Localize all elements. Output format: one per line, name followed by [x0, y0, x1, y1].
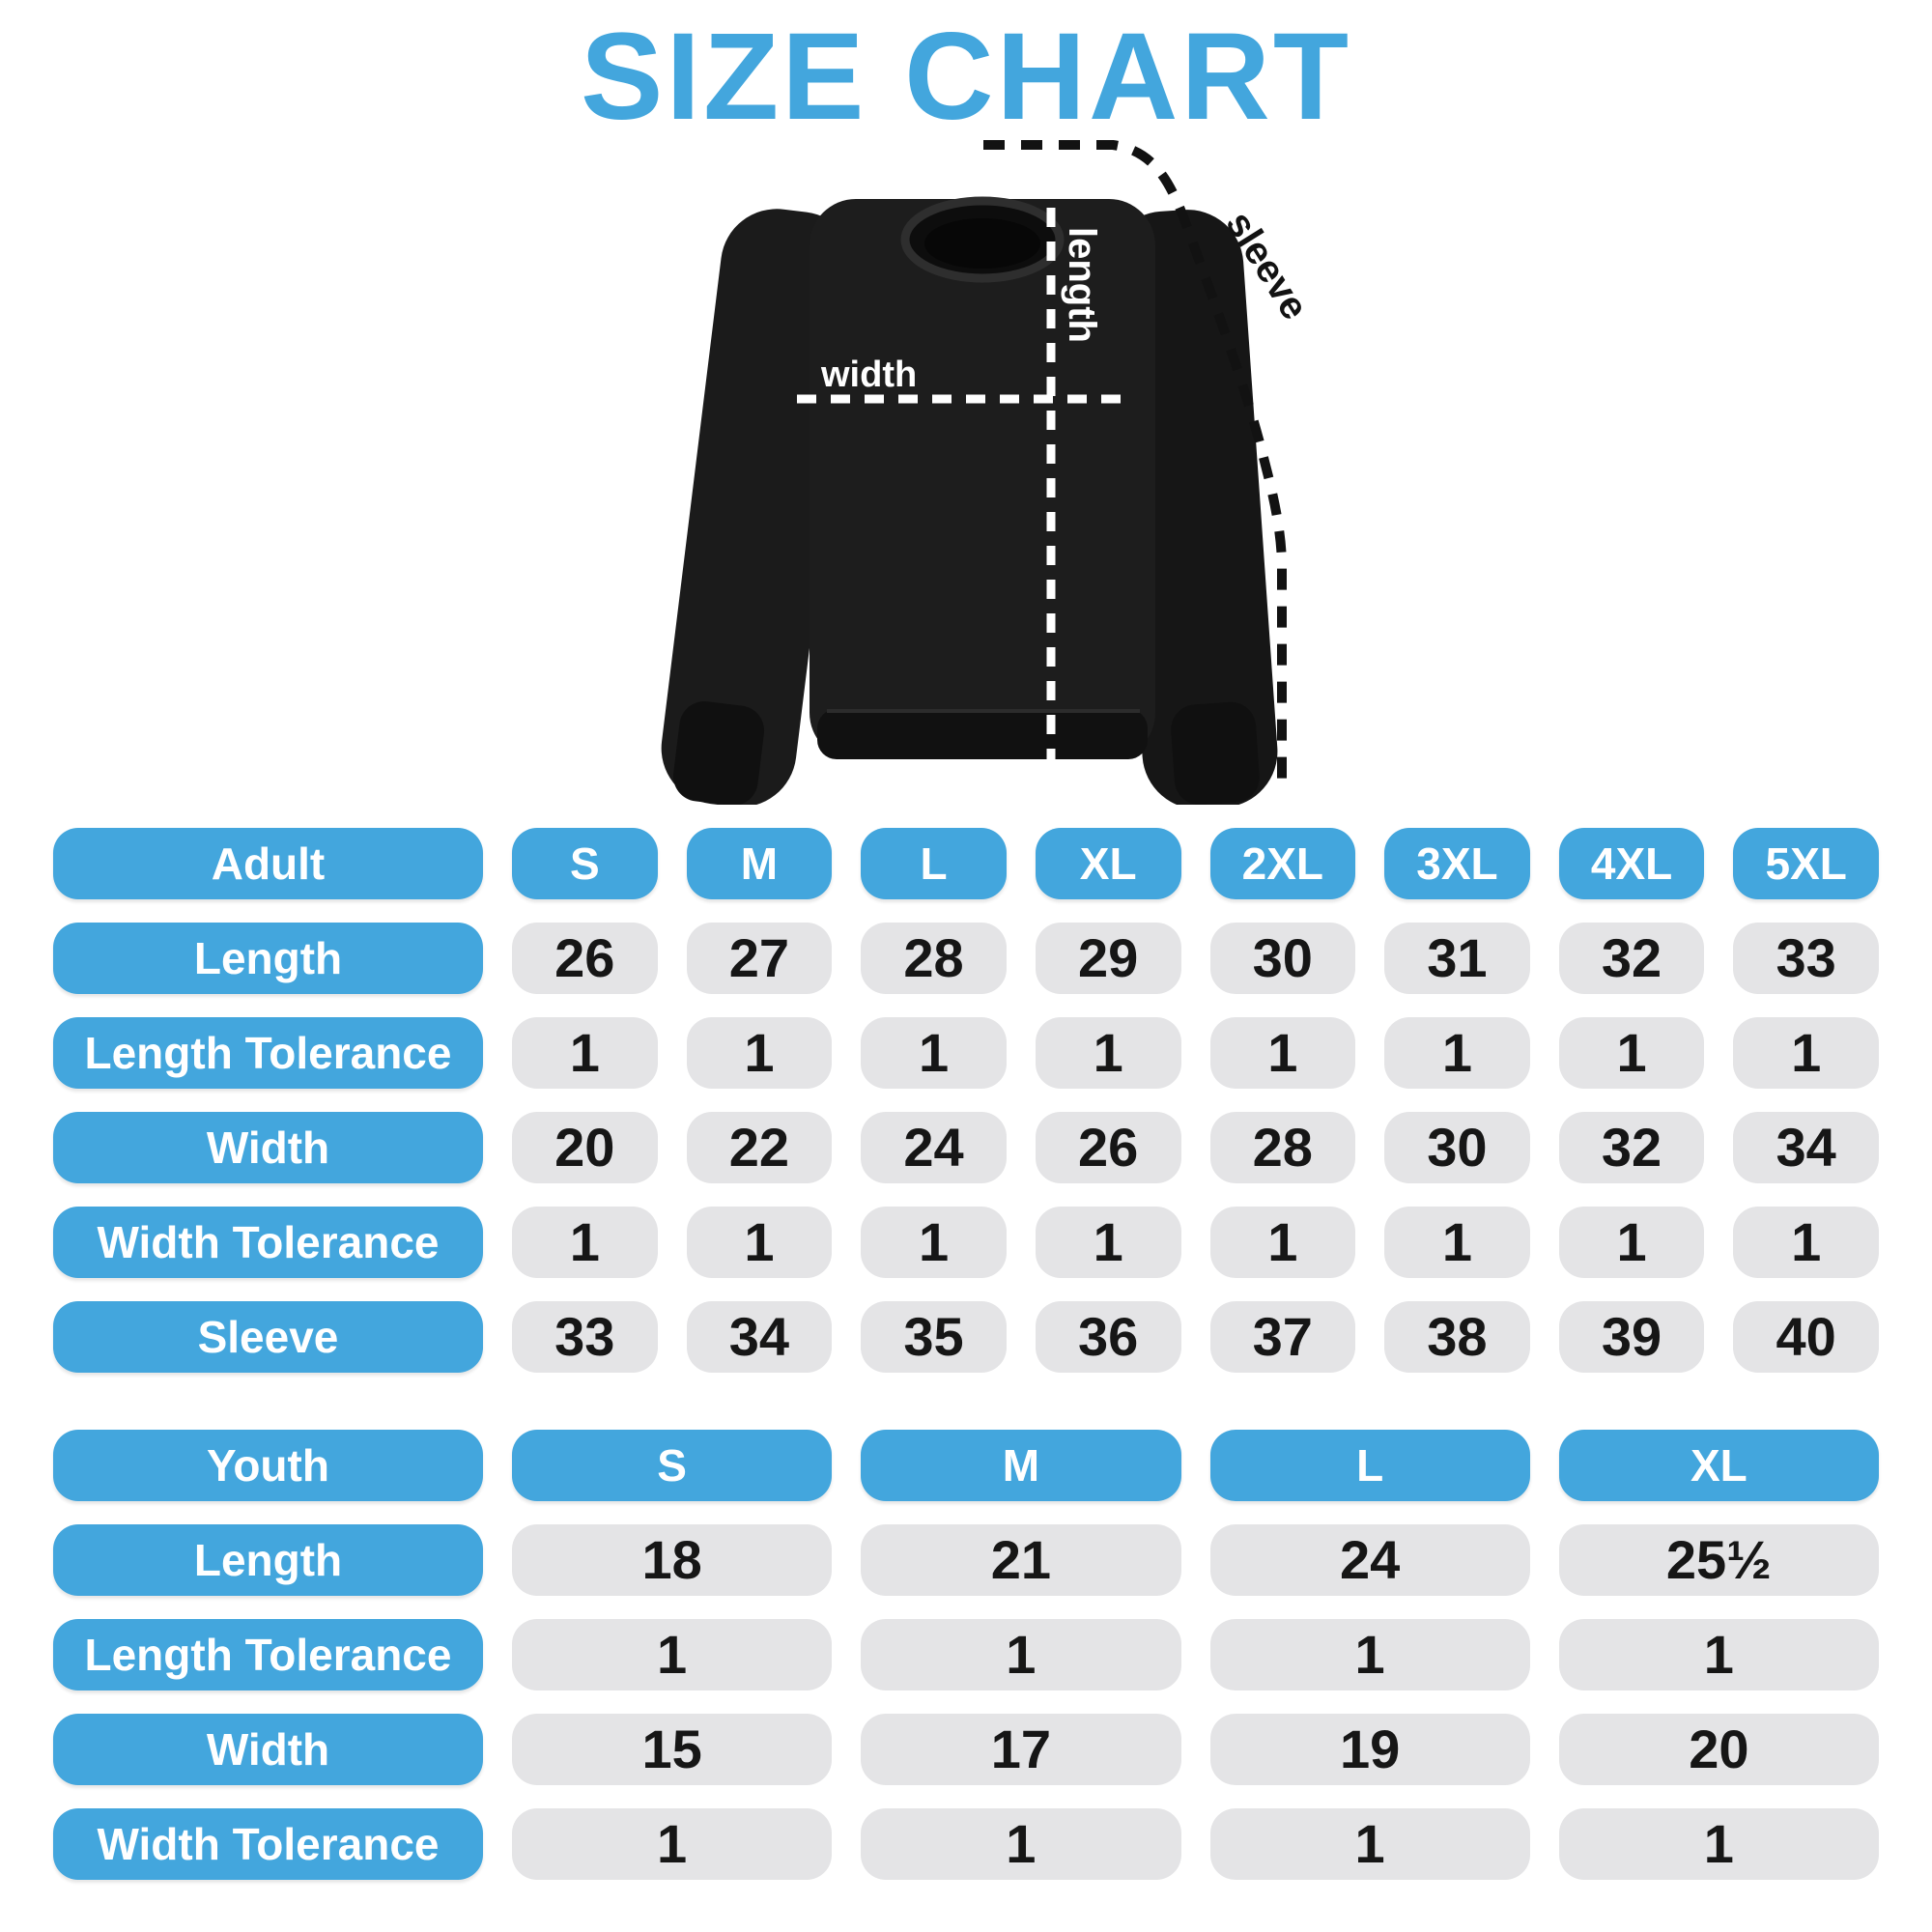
value-cell: 33: [512, 1301, 658, 1373]
value-cell: 1: [1209, 1017, 1356, 1089]
row-label-pill: Width Tolerance: [53, 1207, 483, 1278]
value-cell: 1: [861, 1619, 1181, 1690]
value-cell: 19: [1209, 1714, 1530, 1785]
value-cell: 1: [1558, 1207, 1705, 1278]
value-cell: 1: [861, 1808, 1181, 1880]
value-cell: 20: [1558, 1714, 1879, 1785]
value-cell: 34: [1733, 1112, 1879, 1183]
sweatshirt-diagram: width length sleeve: [661, 140, 1317, 810]
value-cell: 1: [1209, 1808, 1530, 1880]
row-label-pill: Length Tolerance: [53, 1619, 483, 1690]
row-label-pill: Width Tolerance: [53, 1808, 483, 1880]
value-cell: 32: [1558, 1112, 1705, 1183]
value-cell: 1: [861, 1017, 1007, 1089]
value-cell: 1: [512, 1619, 833, 1690]
row-label-pill: Sleeve: [53, 1301, 483, 1373]
size-header-pill: L: [861, 828, 1007, 899]
page-title: SIZE CHART: [581, 8, 1351, 146]
value-cell: 30: [1209, 923, 1356, 994]
value-cell: 38: [1384, 1301, 1530, 1373]
value-cell: 36: [1035, 1301, 1181, 1373]
length-label: length: [1061, 227, 1103, 343]
value-cell: 37: [1209, 1301, 1356, 1373]
value-cell: 26: [1035, 1112, 1181, 1183]
value-cell: 1: [512, 1808, 833, 1880]
size-header-pill: M: [861, 1430, 1181, 1501]
size-header-pill: S: [512, 828, 658, 899]
row-label-pill: Length Tolerance: [53, 1017, 483, 1089]
size-header-pill: S: [512, 1430, 833, 1501]
value-cell: 15: [512, 1714, 833, 1785]
size-header-pill: 5XL: [1733, 828, 1879, 899]
size-header-pill: XL: [1558, 1430, 1879, 1501]
value-cell: 24: [861, 1112, 1007, 1183]
row-label-pill: Length: [53, 1524, 483, 1596]
value-cell: 24: [1209, 1524, 1530, 1596]
value-cell: 35: [861, 1301, 1007, 1373]
size-header-pill: 2XL: [1209, 828, 1356, 899]
value-cell: 1: [1384, 1017, 1530, 1089]
value-cell: 20: [512, 1112, 658, 1183]
value-cell: 1: [1558, 1808, 1879, 1880]
value-cell: 1: [1209, 1619, 1530, 1690]
value-cell: 1: [686, 1207, 833, 1278]
sleeve-measure-line: [983, 140, 1287, 790]
youth-size-table: Youth S M L XL Length 18 21 24 25½ Length Toleranc…: [53, 1430, 1879, 1880]
size-header-pill: 4XL: [1558, 828, 1705, 899]
size-header-pill: XL: [1035, 828, 1181, 899]
row-label-pill: Width: [53, 1112, 483, 1183]
adult-size-table: Adult S M L XL 2XL 3XL 4XL 5XL Length 26 27 28 29 30 31…: [53, 828, 1879, 1373]
value-cell: 1: [512, 1207, 658, 1278]
value-cell: 1: [512, 1017, 658, 1089]
value-cell: 34: [686, 1301, 833, 1373]
width-label: width: [820, 355, 917, 395]
value-cell: 1: [861, 1207, 1007, 1278]
row-label-pill: Length: [53, 923, 483, 994]
row-label-pill: Width: [53, 1714, 483, 1785]
value-cell: 40: [1733, 1301, 1879, 1373]
value-cell: 1: [1558, 1017, 1705, 1089]
group-header-pill: Youth: [53, 1430, 483, 1501]
size-header-pill: L: [1209, 1430, 1530, 1501]
value-cell: 1: [1035, 1017, 1181, 1089]
group-header-pill: Adult: [53, 828, 483, 899]
sweatshirt-measurement-figure: width length sleeve: [618, 124, 1362, 810]
value-cell: 25½: [1558, 1524, 1879, 1596]
value-cell: 1: [1733, 1017, 1879, 1089]
value-cell: 27: [686, 923, 833, 994]
value-cell: 33: [1733, 923, 1879, 994]
value-cell: 1: [686, 1017, 833, 1089]
value-cell: 1: [1384, 1207, 1530, 1278]
value-cell: 29: [1035, 923, 1181, 994]
value-cell: 21: [861, 1524, 1181, 1596]
value-cell: 31: [1384, 923, 1530, 994]
size-header-pill: 3XL: [1384, 828, 1530, 899]
value-cell: 39: [1558, 1301, 1705, 1373]
value-cell: 1: [1558, 1619, 1879, 1690]
value-cell: 1: [1035, 1207, 1181, 1278]
sweatshirt-graphic: [661, 196, 1278, 810]
value-cell: 28: [1209, 1112, 1356, 1183]
value-cell: 1: [1209, 1207, 1356, 1278]
value-cell: 28: [861, 923, 1007, 994]
value-cell: 32: [1558, 923, 1705, 994]
value-cell: 26: [512, 923, 658, 994]
value-cell: 1: [1733, 1207, 1879, 1278]
value-cell: 18: [512, 1524, 833, 1596]
value-cell: 17: [861, 1714, 1181, 1785]
value-cell: 22: [686, 1112, 833, 1183]
size-header-pill: M: [686, 828, 833, 899]
value-cell: 30: [1384, 1112, 1530, 1183]
